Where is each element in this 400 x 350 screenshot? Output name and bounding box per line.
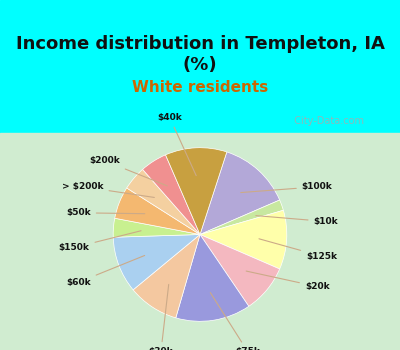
Text: $100k: $100k <box>241 182 332 192</box>
Bar <box>0 0 400 133</box>
Wedge shape <box>200 210 287 269</box>
Wedge shape <box>176 234 249 321</box>
Wedge shape <box>142 155 200 234</box>
Wedge shape <box>115 188 200 235</box>
Wedge shape <box>200 234 280 306</box>
Text: $150k: $150k <box>59 231 141 252</box>
Wedge shape <box>166 148 227 234</box>
Text: $60k: $60k <box>66 256 145 287</box>
Text: > $200k: > $200k <box>62 182 154 197</box>
Text: $40k: $40k <box>157 113 196 176</box>
Text: $50k: $50k <box>66 208 145 217</box>
Text: White residents: White residents <box>132 80 268 96</box>
Text: $20k: $20k <box>246 271 330 291</box>
Text: $75k: $75k <box>210 293 260 350</box>
Text: City-Data.com: City-Data.com <box>288 116 364 126</box>
Text: Income distribution in Templeton, IA
(%): Income distribution in Templeton, IA (%) <box>16 35 384 74</box>
Wedge shape <box>113 218 200 237</box>
Wedge shape <box>200 200 283 235</box>
Wedge shape <box>133 234 200 318</box>
Wedge shape <box>127 169 200 235</box>
Wedge shape <box>200 152 280 234</box>
Text: $10k: $10k <box>256 216 338 226</box>
Text: $125k: $125k <box>259 239 337 261</box>
Bar <box>0 133 400 350</box>
Wedge shape <box>113 234 200 290</box>
Text: $30k: $30k <box>149 285 173 350</box>
Text: $200k: $200k <box>89 156 167 186</box>
